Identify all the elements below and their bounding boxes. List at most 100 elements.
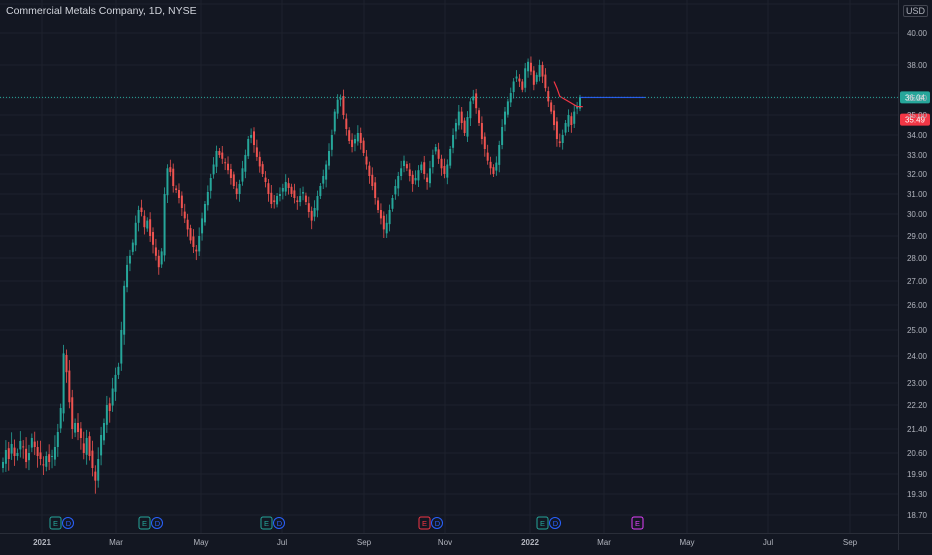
candle-body: [19, 441, 22, 450]
candle-body: [2, 462, 4, 468]
candle-body: [333, 111, 336, 132]
candle-body: [423, 162, 426, 174]
candle-body: [506, 101, 509, 115]
candle-body: [302, 192, 305, 194]
candle-body: [353, 139, 356, 144]
candle-body: [16, 453, 19, 456]
y-tick-label: 38.00: [907, 61, 928, 70]
moving-average: [553, 81, 583, 108]
candle-body: [489, 161, 492, 169]
earnings-icon: [260, 516, 273, 530]
candle-body: [140, 207, 143, 212]
y-tick-label: 31.00: [907, 190, 928, 199]
candle-body: [495, 162, 498, 171]
candle-body: [452, 135, 455, 148]
y-tick-label: 36.00: [907, 94, 928, 103]
candle-body: [420, 164, 423, 171]
candle-body: [62, 353, 65, 414]
candle-body: [221, 152, 224, 159]
candle-body: [483, 136, 486, 149]
candle-body: [296, 200, 299, 202]
candle-body: [561, 135, 564, 143]
candle-body: [91, 450, 94, 468]
candle-body: [328, 151, 331, 166]
candle-body: [7, 448, 10, 459]
candle-body: [65, 354, 68, 373]
y-tick-label: 32.00: [907, 170, 928, 179]
dividend-icon: [273, 517, 285, 529]
candle-body: [454, 123, 457, 132]
y-tick-label: 24.00: [907, 352, 928, 361]
candle-body: [538, 65, 541, 77]
candle-body: [475, 93, 478, 109]
y-tick-label: 23.00: [907, 379, 928, 388]
candle-body: [59, 408, 62, 429]
y-tick-label: 19.90: [907, 470, 928, 479]
candle-body: [287, 183, 290, 188]
x-tick-label: 2021: [33, 538, 51, 547]
candle-body: [388, 210, 391, 225]
candles: [2, 56, 581, 494]
currency-label[interactable]: USD: [902, 5, 928, 17]
candle-body: [270, 192, 273, 204]
candle-body: [25, 448, 28, 462]
y-tick-label: 21.40: [907, 425, 928, 434]
y-tick-label: 33.00: [907, 151, 928, 160]
candle-body: [434, 147, 437, 152]
candle-body: [299, 196, 302, 202]
y-tick-label: 34.00: [907, 131, 928, 140]
candle-body: [77, 423, 80, 432]
candle-body: [443, 166, 446, 174]
candle-body: [515, 76, 518, 79]
event-marker-letter: E: [53, 519, 58, 528]
candle-body: [449, 149, 452, 166]
candle-body: [4, 450, 7, 464]
candle-body: [570, 116, 573, 125]
candle-body: [547, 91, 550, 102]
candle-body: [527, 61, 530, 72]
candle-body: [532, 70, 535, 85]
candle-body: [206, 192, 209, 206]
candle-body: [351, 139, 354, 147]
candle-body: [157, 255, 160, 268]
x-axis[interactable]: 2021 Mar May Jul Sep Nov 2022 Mar May Jul Sep: [0, 533, 932, 548]
price-tag-label: 35.49: [905, 116, 926, 125]
candle-body: [215, 151, 218, 167]
candle-body: [27, 453, 30, 461]
candle-body: [13, 447, 16, 456]
dividend-icon: [549, 517, 561, 529]
candle-body: [180, 195, 183, 208]
candle-body: [316, 196, 319, 211]
event-marker-letter: E: [142, 519, 147, 528]
candle-body: [186, 219, 189, 230]
candle-body: [247, 139, 250, 157]
candle-body: [160, 251, 163, 265]
candle-body: [440, 158, 443, 169]
candle-body: [146, 220, 149, 229]
candle-body: [276, 196, 279, 205]
candle-body: [382, 215, 385, 230]
event-marker-letter: D: [553, 519, 559, 528]
candle-body: [529, 62, 532, 72]
candle-body: [224, 162, 227, 164]
candle-body: [105, 405, 108, 425]
candle-body: [417, 170, 420, 181]
candle-body: [374, 182, 377, 198]
candle-body: [345, 118, 348, 129]
y-axis[interactable]: 40.00 38.00 36.00 35.00 34.00 33.00 32.00 31.00…: [898, 0, 928, 550]
candle-body: [501, 127, 504, 145]
candle-body: [56, 432, 59, 447]
earnings-icon: [631, 516, 644, 530]
candle-body: [486, 152, 489, 161]
candle-body: [492, 167, 495, 174]
candle-body: [336, 99, 339, 114]
candle-body: [22, 446, 25, 448]
candle-body: [394, 186, 397, 195]
candle-body: [498, 145, 501, 165]
grid: [0, 0, 898, 533]
candle-body: [255, 147, 258, 157]
x-tick-label: 2022: [521, 538, 539, 547]
